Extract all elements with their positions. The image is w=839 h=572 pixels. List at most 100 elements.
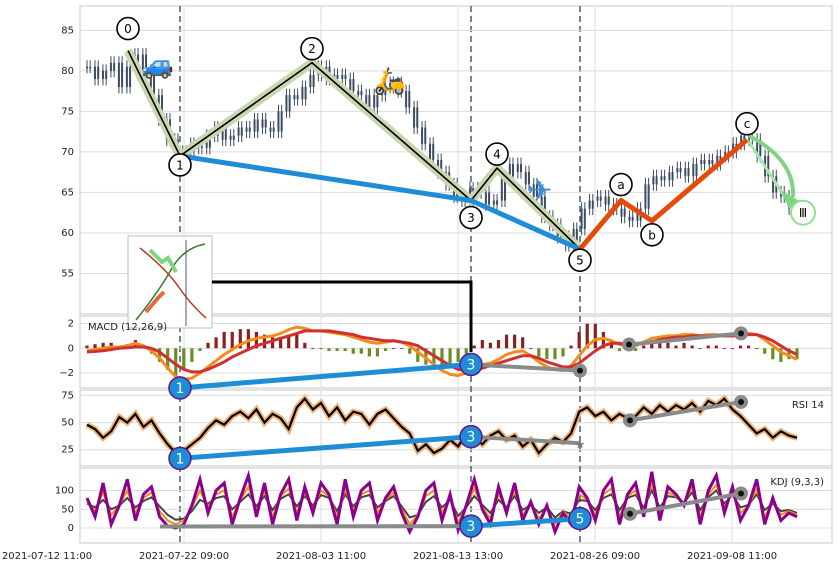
wave-label-text: b [648, 228, 656, 242]
rsi-marker-a [623, 413, 637, 427]
candle-body [608, 196, 610, 204]
divergence-marker-label: 1 [176, 451, 185, 467]
candle-body [289, 95, 291, 111]
macd-histogram-bar [731, 348, 734, 349]
macd-histogram-bar [336, 348, 339, 351]
wave-label-b: b [641, 224, 663, 246]
candle-body [672, 172, 674, 180]
candle-body [676, 168, 678, 172]
candle-body [257, 119, 259, 131]
x-tick-label: 2021-08-13 13:00 [413, 551, 503, 562]
candle-body [297, 95, 299, 99]
macd-histogram-bar [457, 348, 460, 362]
wave-label-5: 5 [569, 249, 591, 271]
candle-body [632, 217, 634, 221]
divergence-marker-label: 3 [467, 519, 476, 535]
candle-body [695, 164, 697, 176]
price-ytick-label: 55 [61, 268, 74, 279]
macd-histogram-bar [513, 335, 516, 349]
divergence-dot-inner [577, 368, 583, 374]
macd-histogram-bar [344, 348, 347, 351]
candle-body [624, 209, 626, 217]
divergence-dot-inner [738, 399, 744, 405]
macd-histogram-bar [481, 340, 484, 348]
candle-body [668, 172, 670, 180]
macd-histogram-bar [384, 348, 387, 351]
candle-body [352, 79, 354, 91]
divergence-dot-inner [738, 491, 744, 497]
candle-body [313, 75, 315, 87]
divergence-marker-label: 3 [467, 357, 476, 373]
candle-body [413, 107, 415, 127]
candle-body [597, 196, 599, 200]
candle-body [592, 201, 594, 209]
macd-histogram-bar [223, 332, 226, 348]
macd-histogram-bar [465, 348, 468, 353]
candle-body [512, 164, 514, 176]
macd-histogram-bar [352, 348, 355, 353]
wave-label-III: Ⅲ [791, 201, 815, 225]
macd-histogram-bar [642, 346, 645, 349]
candle-body [517, 164, 519, 172]
wave-label-0: 0 [117, 18, 139, 40]
macd-ytick-label: 0 [68, 343, 74, 354]
candle-body [126, 67, 128, 87]
wave-label-text: 0 [124, 22, 132, 36]
price-ytick-label: 80 [61, 66, 74, 77]
macd-histogram-bar [658, 343, 661, 348]
candle-body [305, 87, 307, 99]
macd-ytick-label: −2 [59, 368, 74, 379]
wave-label-text: 5 [576, 254, 584, 268]
candle-body [102, 71, 104, 79]
airplane-icon: ✈ [527, 174, 552, 209]
rsi-ytick-label: 75 [61, 390, 74, 401]
candle-body [664, 176, 666, 180]
divergence-marker-label: 1 [176, 381, 185, 397]
macd-histogram-bar [666, 343, 669, 348]
macd-histogram-bar [327, 348, 330, 351]
x-tick-label: 2021-09-08 11:00 [687, 551, 777, 562]
candle-body [605, 196, 607, 204]
candle-body [113, 63, 115, 71]
x-tick-label: 2021-08-26 09:00 [550, 551, 640, 562]
candle-body [281, 111, 283, 131]
macd-histogram-bar [295, 335, 298, 349]
car-icon: 🚙 [142, 51, 174, 81]
divergence-dot-inner [627, 511, 633, 517]
macd-ytick-label: 2 [68, 318, 74, 329]
candle-body [273, 128, 275, 132]
candle-body [581, 209, 583, 229]
macd-marker-5 [573, 364, 587, 378]
wave-label-text: Ⅲ [799, 206, 807, 220]
candle-body [496, 201, 498, 205]
rsi-marker-3: 3 [460, 426, 482, 448]
inset-thumbnail-icon [128, 236, 212, 328]
candle-body [584, 209, 586, 229]
wave-label-3: 3 [460, 207, 482, 229]
candle-body [360, 91, 362, 95]
divergence-marker-label: 5 [576, 512, 585, 528]
candle-body [341, 75, 343, 79]
macd-histogram-bar [537, 348, 540, 356]
candle-body [94, 67, 96, 79]
divergence-dot-inner [738, 330, 744, 336]
macd-histogram-bar [569, 346, 572, 349]
macd-histogram-bar [553, 348, 556, 359]
macd-histogram-bar [715, 346, 718, 349]
macd-histogram-bar [400, 348, 403, 349]
candle-body [408, 91, 410, 107]
divergence-dot-inner [626, 342, 632, 348]
macd-histogram-bar [561, 348, 564, 356]
macd-histogram-bar [392, 348, 395, 349]
candle-body [688, 168, 690, 176]
candle-body [684, 168, 686, 176]
candle-body [246, 128, 248, 132]
macd-histogram-bar [93, 344, 96, 348]
macd-histogram-bar [190, 348, 193, 362]
wave-label-text: 1 [176, 158, 184, 172]
candle-body [344, 75, 346, 79]
wave-label-1: 1 [169, 154, 191, 176]
x-tick-label: 2021-07-22 09:00 [139, 551, 229, 562]
